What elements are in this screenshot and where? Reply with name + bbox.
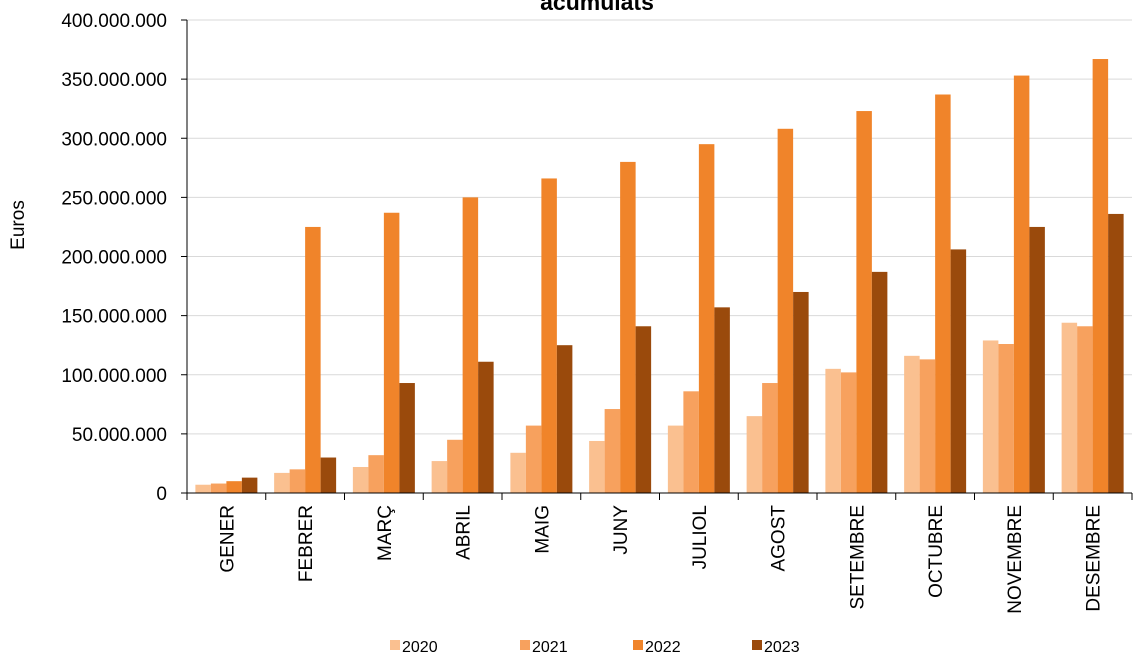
bar-2020-octubre (904, 355, 920, 493)
bar-2022-maig (541, 178, 557, 493)
legend-label: 2022 (645, 639, 681, 656)
bar-2021-octubre (919, 359, 936, 493)
bar-2021-febrer (289, 469, 306, 493)
bar-2022-març (383, 212, 400, 493)
bar-2023-gener (241, 477, 258, 493)
labels-layer: 0 50.000.000 100.000.000 150.000.000 200.000… (61, 11, 1104, 614)
bars-layer (195, 59, 1124, 494)
bar-2023-maig (556, 345, 573, 493)
x-tick-label: JULIOL (690, 505, 711, 569)
bar-2022-abril (462, 197, 479, 493)
bar-2021-abril (447, 439, 463, 493)
bar-2020-novembre (982, 340, 999, 493)
bar-2023-agost (793, 291, 809, 493)
legend-item-2021: 2021 (520, 639, 568, 656)
legend-label: 2021 (532, 639, 568, 656)
legend-label: 2023 (764, 639, 800, 656)
bar-2020-abril (431, 461, 448, 493)
bar-2022-novembre (1013, 75, 1030, 493)
x-tick-label: DESEMBRE (1084, 505, 1105, 612)
bar-2020-agost (746, 416, 763, 493)
x-tick-label: GENER (217, 505, 238, 573)
y-tick-label: 50.000.000 (72, 425, 167, 446)
bar-2023-octubre (950, 249, 967, 493)
legend: 2020 2021 2022 2023 (390, 639, 800, 656)
y-tick-label: 300.000.000 (61, 129, 167, 150)
legend-label: 2020 (402, 639, 438, 656)
bar-2020-febrer (274, 472, 290, 493)
bar-2023-desembre (1108, 213, 1124, 493)
x-tick-label: MAIG (532, 505, 553, 554)
bar-2023-juny (635, 326, 652, 493)
bar-2020-setembre (825, 368, 841, 493)
bar-2022-agost (777, 128, 794, 494)
y-tick-label: 0 (156, 484, 167, 505)
bar-2022-desembre (1092, 59, 1109, 494)
x-tick-label: OCTUBRE (926, 505, 947, 598)
bar-2022-juny (620, 161, 636, 493)
x-tick-label: NOVEMBRE (1005, 505, 1026, 614)
bar-2021-març (368, 455, 384, 493)
bar-2022-juliol (698, 144, 715, 493)
chart-title: acumulats (540, 0, 654, 15)
y-tick-label: 400.000.000 (61, 11, 167, 32)
bar-2021-maig (525, 425, 542, 493)
x-tick-label: SETEMBRE (847, 505, 868, 610)
x-tick-label: MARÇ (375, 505, 396, 561)
y-tick-label: 200.000.000 (61, 248, 167, 269)
x-tick-label: JUNY (611, 505, 632, 555)
bar-2022-setembre (856, 111, 872, 494)
bar-2023-març (399, 383, 415, 493)
bar-2021-gener (210, 483, 227, 493)
bar-2023-setembre (871, 271, 888, 493)
legend-swatch (752, 640, 762, 650)
bar-2021-novembre (998, 344, 1014, 493)
legend-item-2023: 2023 (752, 639, 800, 656)
bar-2023-abril (478, 361, 494, 493)
y-tick-label: 150.000.000 (61, 307, 167, 328)
legend-swatch (390, 640, 400, 650)
bar-2021-agost (762, 383, 778, 493)
x-tick-label: AGOST (769, 505, 790, 572)
bar-2022-octubre (935, 94, 951, 493)
bar-2020-març (352, 466, 369, 493)
bar-2020-gener (195, 484, 211, 493)
legend-swatch (520, 640, 530, 650)
bar-2020-maig (510, 452, 526, 493)
bar-2020-juliol (667, 425, 684, 493)
legend-swatch (633, 640, 643, 650)
bar-2023-novembre (1029, 226, 1045, 493)
legend-item-2022: 2022 (633, 639, 681, 656)
y-tick-label: 250.000.000 (61, 188, 167, 209)
axes-layer (181, 19, 1133, 500)
bar-2021-desembre (1077, 326, 1093, 493)
bar-2020-desembre (1061, 322, 1078, 493)
y-tick-label: 350.000.000 (61, 70, 167, 91)
bar-2021-setembre (840, 372, 857, 493)
grid-layer (187, 19, 1132, 435)
y-axis-label: Euros (8, 200, 29, 250)
bar-2023-juliol (714, 307, 730, 493)
y-tick-label: 100.000.000 (61, 366, 167, 387)
x-tick-label: ABRIL (454, 505, 475, 560)
bar-2023-febrer (320, 457, 337, 493)
bar-2021-juny (604, 409, 621, 493)
bar-2022-febrer (305, 226, 321, 493)
bar-2022-gener (226, 481, 242, 493)
bar-2021-juliol (683, 391, 699, 493)
x-tick-label: FEBRER (296, 505, 317, 582)
legend-item-2020: 2020 (390, 639, 438, 656)
bar-2020-juny (589, 440, 605, 493)
